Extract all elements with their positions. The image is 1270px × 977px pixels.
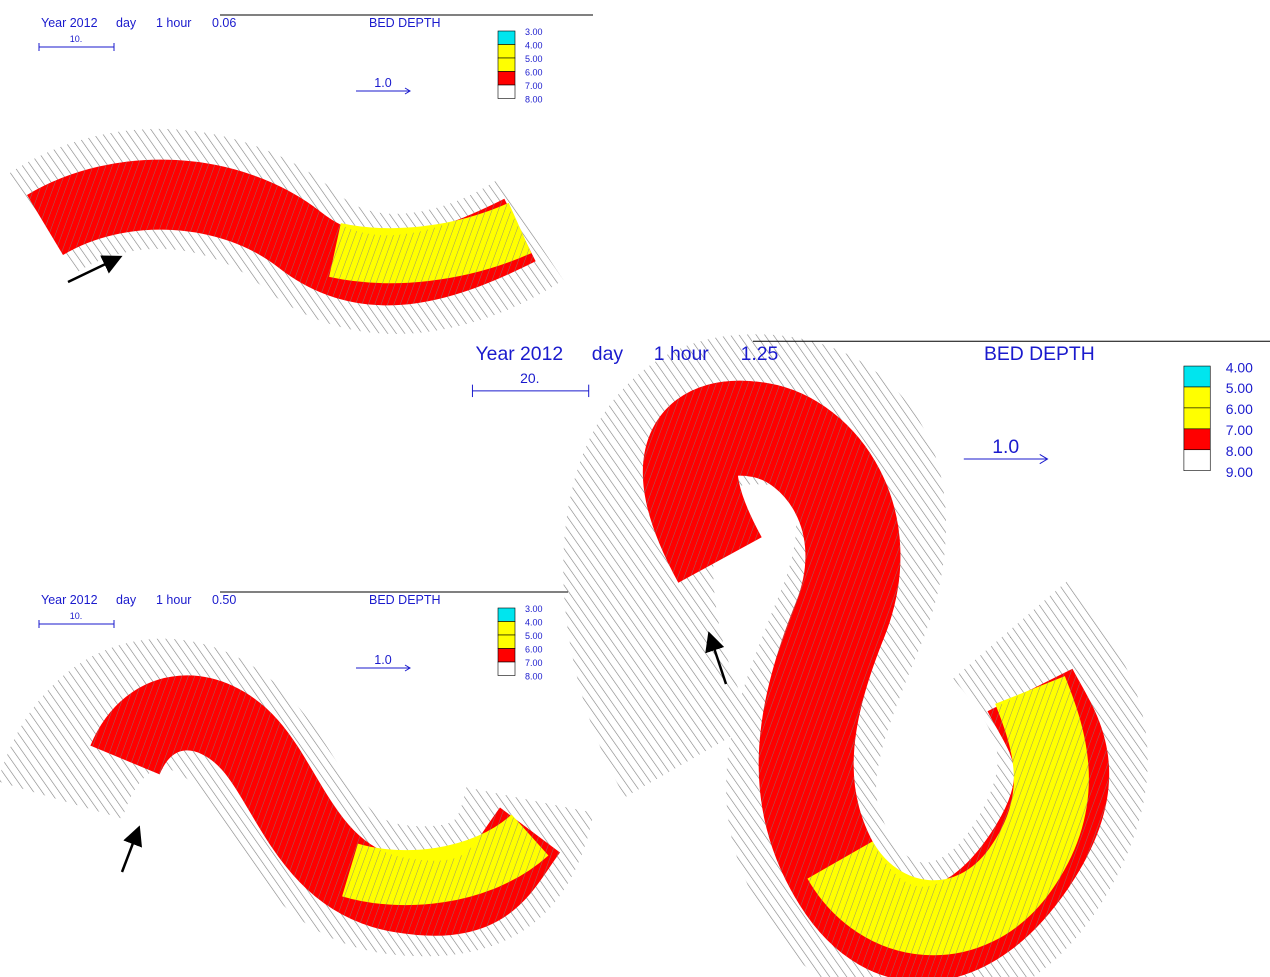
header-title: BED DEPTH xyxy=(984,343,1095,365)
legend-label: 6.00 xyxy=(1226,401,1253,417)
legend-label: 3.00 xyxy=(525,27,543,37)
legend-swatch xyxy=(498,662,515,676)
legend-label: 6.00 xyxy=(525,68,543,78)
legend-swatch xyxy=(498,622,515,636)
legend-label: 7.00 xyxy=(1226,422,1253,438)
vector-scale-label: 1.0 xyxy=(992,436,1019,458)
legend-swatch xyxy=(498,608,515,622)
header-title: BED DEPTH xyxy=(369,16,441,30)
scale-bar-label: 10. xyxy=(70,34,83,44)
legend-label: 8.00 xyxy=(525,672,543,682)
legend-label: 4.00 xyxy=(525,41,543,51)
legend-label: 5.00 xyxy=(525,54,543,64)
legend-swatch xyxy=(498,72,515,86)
header-time: 0.50 xyxy=(212,593,236,607)
legend-label: 4.00 xyxy=(1226,359,1253,375)
legend-swatch xyxy=(1184,387,1210,408)
header-hour: 1 hour xyxy=(654,343,709,365)
legend-swatch xyxy=(1184,408,1210,429)
legend-label: 5.00 xyxy=(525,631,543,641)
legend-swatch xyxy=(498,85,515,99)
header-year: Year 2012 xyxy=(41,16,98,30)
header-time: 0.06 xyxy=(212,16,236,30)
vector-scale-label: 1.0 xyxy=(374,653,391,667)
legend-swatch xyxy=(1184,429,1210,450)
figure: Year 2012 day 1 hour 0.06 BED DEPTH 10. 1.0 3.0… xyxy=(0,0,1270,977)
legend-label: 5.00 xyxy=(1226,380,1253,396)
legend-swatch xyxy=(1184,366,1210,387)
header-hour: 1 hour xyxy=(156,16,191,30)
vector-scale-label: 1.0 xyxy=(374,76,391,90)
header-hour: 1 hour xyxy=(156,593,191,607)
legend-label: 7.00 xyxy=(525,81,543,91)
legend-swatch xyxy=(498,649,515,663)
header-day: day xyxy=(116,16,137,30)
header-day: day xyxy=(116,593,137,607)
legend-swatch xyxy=(498,635,515,649)
header-time: 1.25 xyxy=(741,343,779,365)
scale-bar-label: 20. xyxy=(520,370,539,386)
river-panel-2 xyxy=(60,704,530,899)
legend-swatch xyxy=(498,58,515,72)
legend-label: 8.00 xyxy=(1226,443,1253,459)
scale-bar-label: 10. xyxy=(70,611,83,621)
river-panel-3 xyxy=(638,409,1072,937)
legend-swatch xyxy=(1184,450,1210,471)
legend-swatch xyxy=(498,45,515,59)
header-year: Year 2012 xyxy=(476,343,564,365)
legend-label: 4.00 xyxy=(525,618,543,628)
header-year: Year 2012 xyxy=(41,593,98,607)
legend-label: 8.00 xyxy=(525,95,543,105)
river-panel-1 xyxy=(40,189,530,282)
legend-label: 7.00 xyxy=(525,658,543,668)
header-title: BED DEPTH xyxy=(369,593,441,607)
legend-label: 3.00 xyxy=(525,604,543,614)
legend-label: 6.00 xyxy=(525,645,543,655)
page: Year 2012 day 1 hour 0.06 BED DEPTH 10. 1.0 3.0… xyxy=(0,0,1270,977)
legend-swatch xyxy=(498,31,515,45)
header-day: day xyxy=(592,343,624,365)
legend-label: 9.00 xyxy=(1226,464,1253,480)
